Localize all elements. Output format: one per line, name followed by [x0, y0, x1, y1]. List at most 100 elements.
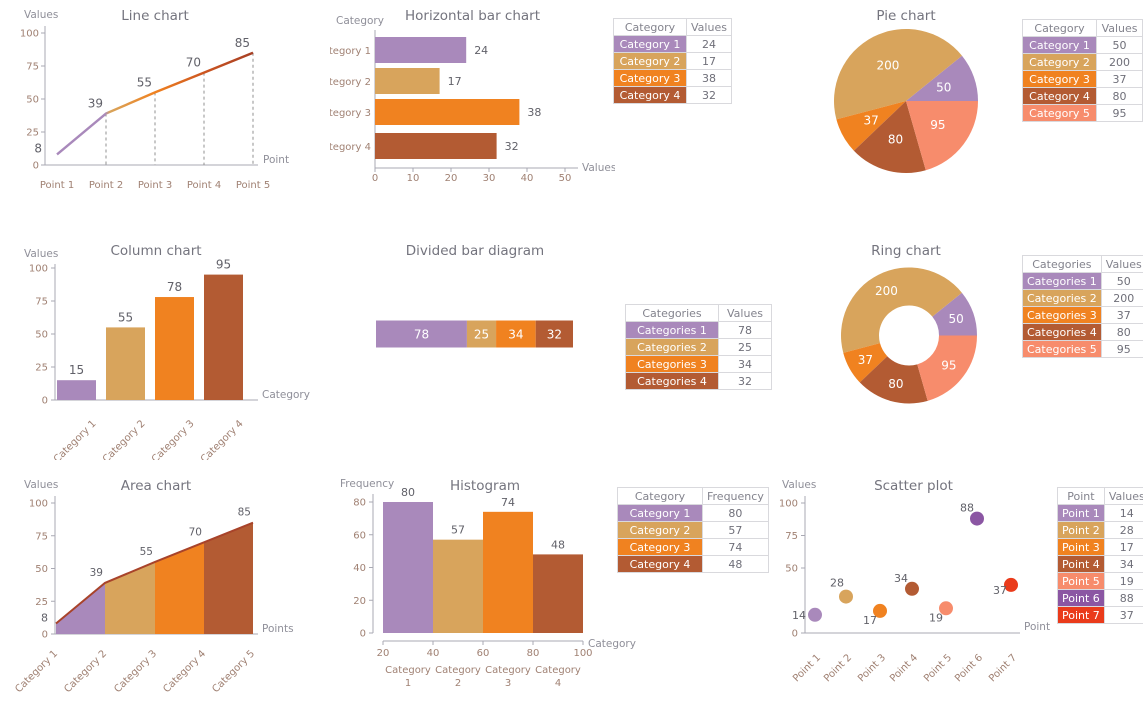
category-label: 1	[405, 678, 411, 689]
value-cell: 48	[702, 555, 769, 573]
pie-chart-canvas: 50 200 37 80 95	[833, 28, 978, 174]
category-label: Category	[535, 665, 581, 676]
value-cell: 24	[686, 35, 732, 53]
legend-header: Frequency	[702, 487, 769, 505]
y-axis-name: Frequency	[340, 478, 394, 490]
tick-label: 75	[785, 531, 798, 542]
x-axis-name: Values	[582, 162, 615, 174]
y-axis-name: Values	[782, 479, 816, 491]
label-cell: Category 4	[617, 555, 703, 573]
slice-label: 50	[936, 81, 951, 95]
tick-label: 80	[353, 498, 366, 509]
value-cell: 19	[1103, 572, 1143, 590]
value-cell: 34	[1103, 555, 1143, 573]
scatter-point	[905, 581, 919, 596]
category-label: Category 3	[330, 108, 371, 119]
header-row: Categories Values	[1022, 255, 1143, 273]
label-cell: Categories 2	[625, 338, 719, 356]
scatter-point	[873, 603, 887, 618]
tick-label: 80	[527, 648, 540, 659]
bar-segment	[496, 320, 536, 348]
x-axis-name: Category	[262, 389, 310, 401]
category-label: Category 2	[101, 418, 148, 460]
y-axis-name: Values	[24, 9, 58, 21]
bar	[533, 554, 583, 633]
tick-label: 100	[573, 648, 592, 659]
divided-bar-canvas: 78 25 34 32	[376, 320, 573, 348]
category-label: 3	[505, 678, 511, 689]
legend-table: Point Values Point 1 14 Point 2 28 Point 3 17 Po…	[1057, 487, 1143, 624]
scatter-legend-table: Point Values Point 1 14 Point 2 28 Point 3 17 Po…	[1057, 487, 1143, 624]
header-row: Category Values	[613, 18, 732, 36]
value-cell: 37	[1096, 70, 1143, 88]
value-cell: 200	[1100, 289, 1143, 307]
tick-label: 20	[445, 173, 458, 184]
category-label: 2	[455, 678, 461, 689]
value-cell: 17	[686, 52, 732, 70]
value-label: 78	[167, 280, 182, 294]
legend-header: Values	[1100, 255, 1143, 273]
value-cell: 88	[1103, 589, 1143, 607]
category-label: Point 1	[791, 652, 823, 684]
value-cell: 78	[718, 321, 772, 339]
slice-label: 200	[875, 284, 898, 298]
category-label: Point 5	[236, 180, 270, 191]
tick-label: 0	[33, 161, 39, 172]
tick-label: 100	[779, 499, 798, 510]
label-cell: Categories 5	[1022, 340, 1102, 358]
table-row: Category 2 17	[613, 52, 732, 70]
bar	[483, 511, 533, 633]
table-row: Point 3 17	[1057, 538, 1143, 556]
value-label: 95	[216, 258, 231, 272]
value-cell: 80	[1096, 87, 1143, 105]
table-row: Categories 1 50	[1022, 272, 1143, 290]
value-label: 74	[501, 496, 515, 509]
value-label: 55	[118, 310, 133, 324]
x-axis-name: Point	[263, 154, 289, 166]
legend-header: Categories	[625, 304, 719, 322]
chart-title: Column chart	[110, 243, 202, 259]
line-chart-canvas: Values 0 25 50 75 100 Point 8 39 55 70 85 Point 1 Poi…	[20, 9, 289, 191]
ring-segment	[917, 335, 977, 401]
bar-segment	[535, 320, 573, 348]
tick-label: 0	[42, 630, 48, 641]
tick-label: 0	[360, 629, 366, 640]
value-label: 28	[830, 577, 844, 590]
area-segment	[56, 582, 105, 634]
value-label: 88	[960, 502, 974, 515]
label-cell: Categories 1	[625, 321, 719, 339]
scatter-point	[839, 589, 853, 604]
column-chart-block: Values 0 25 50 75 100 Category 15 Category 1 55 Ca…	[0, 240, 312, 460]
area-chart-canvas: Values 0 25 50 75 100 Points 8 39 55 70 85 Category …	[13, 479, 293, 695]
legend-header: Category	[1021, 19, 1098, 37]
pie-chart-block: 50 200 37 80 95 Pie chart	[800, 0, 1012, 200]
label-cell: Point 7	[1057, 606, 1105, 624]
label-cell: Category 1	[617, 504, 703, 522]
table-row: Point 6 88	[1057, 589, 1143, 607]
slice-label: 200	[876, 58, 899, 72]
legend-header: Values	[718, 304, 772, 322]
scatter-point	[808, 607, 822, 622]
category-label: Category 1	[330, 46, 371, 57]
value-cell: 57	[702, 521, 769, 539]
tick-label: 75	[35, 531, 48, 542]
chart-title: Line chart	[121, 8, 189, 24]
category-label: Category	[435, 665, 481, 676]
category-label: Category 4	[199, 418, 246, 460]
tick-label: 60	[477, 648, 490, 659]
value-label: 85	[238, 507, 251, 519]
value-label: 17	[448, 75, 462, 88]
chart-title: Divided bar diagram	[405, 243, 545, 259]
value-label: 85	[235, 36, 250, 50]
table-row: Category 5 95	[1021, 104, 1143, 122]
category-label: Point 3	[856, 652, 888, 684]
table-row: Category 3 37	[1021, 70, 1143, 88]
chart-title: Ring chart	[871, 243, 941, 259]
value-label: 38	[527, 106, 541, 119]
legend-table: Category Values Category 1 50 Category 2 200 C…	[1021, 19, 1143, 122]
label-cell: Categories 4	[625, 372, 719, 390]
value-cell: 25	[718, 338, 772, 356]
table-row: Categories 3 37	[1022, 306, 1143, 324]
